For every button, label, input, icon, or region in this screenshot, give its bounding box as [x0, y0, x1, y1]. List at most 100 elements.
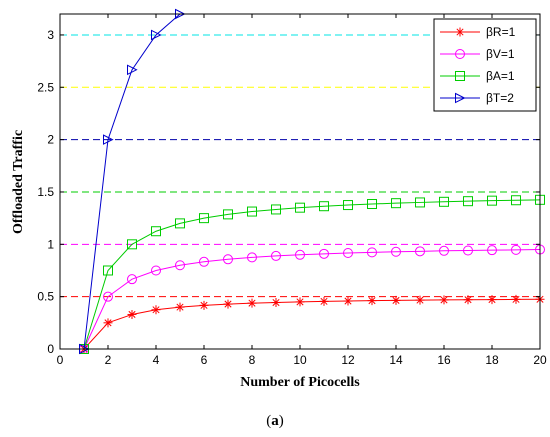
data-point	[487, 245, 497, 256]
legend-box	[433, 18, 537, 112]
data-point	[223, 254, 233, 265]
x-tick-label: 4	[153, 353, 160, 367]
legend-item: βA=1	[440, 69, 515, 83]
data-point	[343, 248, 353, 259]
x-tick-label: 10	[293, 353, 307, 367]
data-point	[223, 209, 233, 220]
data-point	[415, 295, 425, 305]
data-point	[319, 201, 329, 212]
x-tick-label: 0	[57, 353, 64, 367]
legend-item: βT=2	[440, 91, 514, 105]
series-3	[79, 8, 186, 355]
data-point	[391, 295, 401, 305]
data-point	[127, 239, 137, 250]
data-point	[295, 249, 305, 260]
data-point	[151, 226, 161, 237]
data-point	[415, 246, 425, 257]
data-point	[199, 256, 209, 267]
y-tick-label: 2.5	[37, 80, 54, 94]
y-tick-label: 1	[47, 237, 54, 251]
figure-caption: (a)	[0, 413, 550, 430]
data-point	[175, 218, 185, 229]
data-point	[247, 206, 257, 217]
x-tick-label: 12	[341, 353, 355, 367]
x-tick-label: 6	[201, 353, 208, 367]
data-point	[319, 248, 329, 259]
x-tick-label: 8	[249, 353, 256, 367]
data-point	[175, 260, 185, 271]
data-point	[487, 295, 497, 305]
data-point	[127, 309, 137, 319]
data-point	[151, 29, 162, 41]
data-point	[391, 198, 401, 209]
legend-marker	[455, 49, 465, 59]
x-tick-label: 20	[533, 353, 547, 367]
data-point	[271, 250, 281, 261]
caption-close: )	[278, 413, 284, 429]
data-point	[439, 245, 449, 256]
data-point	[247, 298, 257, 308]
series-1	[79, 244, 545, 354]
data-point	[271, 204, 281, 215]
data-point	[151, 305, 161, 315]
data-point	[439, 196, 449, 207]
x-tick-label: 18	[485, 353, 499, 367]
data-point	[271, 298, 281, 308]
caption-letter: a	[271, 413, 279, 429]
data-point	[415, 197, 425, 208]
data-point	[199, 213, 209, 224]
x-tick-label: 2	[105, 353, 112, 367]
data-point	[151, 265, 161, 276]
x-axis-title: Number of Picocells	[240, 375, 360, 390]
legend-marker	[455, 71, 465, 81]
legend-marker	[455, 27, 465, 37]
caption-open: (	[266, 413, 272, 429]
data-point	[127, 274, 137, 285]
data-point	[319, 296, 329, 306]
axes-ticks: 0 2 4 6 8 10 12 14 16 18 20 0 0.5 1 1.5 2 2.5 3	[37, 14, 547, 367]
data-point	[439, 295, 449, 305]
y-tick-label: 0.5	[37, 290, 54, 304]
legend-item: βR=1	[440, 25, 516, 39]
data-point	[103, 265, 113, 276]
data-point	[247, 252, 257, 263]
y-tick-label: 0	[47, 342, 54, 356]
data-point	[391, 246, 401, 257]
legend-label: βR=1	[486, 25, 516, 39]
y-tick-label: 3	[47, 28, 54, 42]
legend-marker	[455, 92, 466, 104]
data-point	[175, 302, 185, 312]
data-point	[127, 64, 138, 76]
legend: βR=1 βV=1 βA=1 βT=2	[433, 18, 537, 112]
data-point	[103, 318, 113, 328]
data-point	[511, 244, 521, 255]
data-point	[343, 200, 353, 211]
data-point	[343, 296, 353, 306]
series-line	[83, 199, 541, 350]
legend-label: βV=1	[486, 47, 515, 61]
data-point	[511, 195, 521, 206]
x-tick-label: 14	[389, 353, 403, 367]
series-layer	[79, 8, 545, 355]
data-point	[463, 196, 473, 207]
series-2	[79, 194, 545, 354]
data-point	[295, 202, 305, 213]
series-line	[83, 298, 541, 350]
data-point	[367, 247, 377, 258]
y-axis-title: Offloaded Traffic	[11, 130, 26, 234]
data-point	[295, 297, 305, 307]
x-tick-label: 16	[437, 353, 451, 367]
data-point	[367, 296, 377, 306]
legend-item: βV=1	[440, 47, 515, 61]
data-point	[463, 245, 473, 256]
legend-label: βT=2	[486, 91, 514, 105]
data-point	[223, 299, 233, 309]
legend-label: βA=1	[486, 69, 515, 83]
data-point	[103, 134, 114, 145]
data-point	[199, 300, 209, 310]
data-point	[511, 294, 521, 304]
data-point	[367, 199, 377, 210]
data-point	[487, 195, 497, 206]
data-point	[103, 291, 113, 302]
series-line	[83, 13, 181, 350]
